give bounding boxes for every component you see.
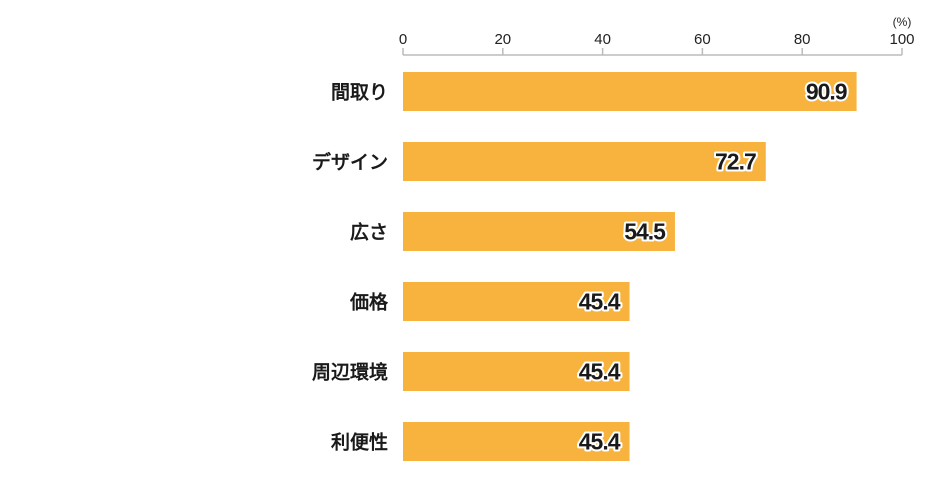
x-axis: 0 20 40 60 80 100	[399, 31, 915, 56]
tick-label: 60	[694, 31, 711, 48]
tick-label: 100	[889, 31, 914, 48]
category-label: デザイン	[312, 151, 388, 174]
bar	[403, 422, 630, 461]
bar	[403, 142, 766, 181]
value-label: 72.7	[715, 149, 756, 175]
category-label: 間取り	[331, 82, 388, 104]
value-label: 45.4	[579, 429, 621, 455]
category-label: 周辺環境	[312, 361, 388, 384]
value-label: 45.4	[579, 359, 621, 385]
bar	[403, 72, 857, 111]
unit-label: (%)	[893, 15, 912, 29]
bar	[403, 282, 630, 321]
tick-label: 80	[794, 31, 811, 48]
tick-label: 40	[594, 31, 611, 48]
bar	[403, 352, 630, 391]
bars: 間取り 90.9 デザイン 72.7 広さ 54.5 価格 45.4 周辺環境 45.4 利便性 45…	[312, 72, 857, 461]
tick-label: 20	[494, 31, 511, 48]
category-label: 利便性	[331, 431, 388, 454]
category-label: 価格	[349, 291, 389, 314]
category-label: 広さ	[350, 221, 388, 244]
value-label: 45.4	[579, 289, 621, 315]
value-label: 90.9	[806, 79, 847, 105]
value-label: 54.5	[624, 219, 666, 245]
tick-label: 0	[399, 31, 407, 48]
bar	[403, 212, 675, 251]
